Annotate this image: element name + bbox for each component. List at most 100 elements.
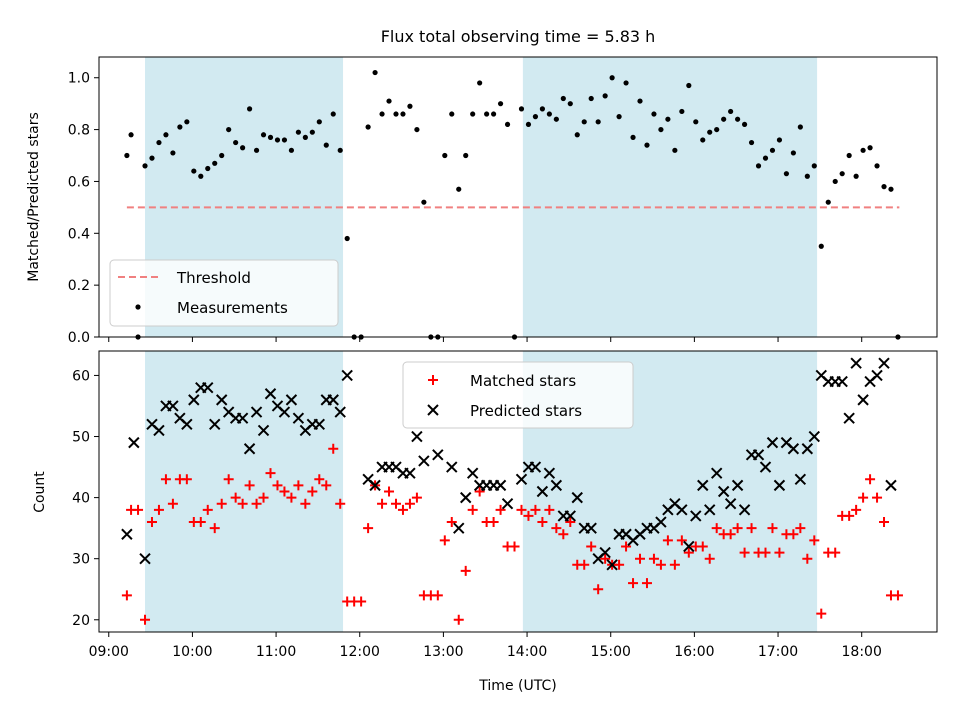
matched-star-point [153, 504, 164, 515]
measurement-point [839, 171, 845, 177]
predicted-star-point [209, 418, 221, 431]
measurement-point [456, 186, 462, 192]
matched-star-point [446, 517, 457, 528]
matched-star-point [676, 535, 687, 546]
measurement-point [644, 142, 650, 148]
predicted-star-point [327, 394, 339, 406]
matched-star-point [384, 486, 395, 497]
measurement-point [832, 178, 838, 185]
measurement-point [532, 114, 539, 120]
measurement-point [124, 152, 130, 159]
matched-star-point [377, 498, 388, 509]
matched-star-point [223, 474, 234, 485]
matched-star-point [251, 498, 262, 509]
predicted-star-point [836, 375, 848, 388]
predicted-star-point [704, 504, 716, 516]
matched-star-point [614, 559, 625, 570]
measurement-point [246, 106, 253, 112]
measurement-point [274, 137, 281, 143]
measurement-point [783, 171, 790, 177]
x-tick-label: 13:00 [423, 644, 463, 660]
matched-star-point [272, 480, 283, 491]
measurement-point [288, 147, 295, 153]
measurement-point [825, 199, 831, 205]
measurement-point [602, 93, 608, 99]
matched-star-point [732, 523, 743, 534]
measurement-point [407, 103, 413, 109]
y-tick-label: 1.0 [68, 71, 90, 87]
measurement-point [128, 132, 134, 138]
y-tick-label: 0.8 [68, 123, 90, 139]
measurement-point [539, 106, 546, 112]
y-tick-label: 0.6 [68, 174, 90, 190]
matched-star-point [655, 559, 666, 570]
measurement-point [393, 111, 399, 117]
legend-predicted-swatch [427, 404, 439, 416]
matched-star-point [432, 590, 443, 601]
measurement-point [651, 111, 657, 117]
measurement-point [156, 139, 162, 146]
predicted-star-point [404, 467, 416, 479]
measurement-point [449, 111, 455, 117]
measurement-point [874, 163, 880, 169]
measurement-point [790, 150, 796, 156]
matched-star-point [892, 590, 903, 601]
measurement-point [811, 163, 817, 169]
matched-star-point [697, 541, 708, 552]
measurement-point [344, 235, 350, 242]
measurement-point [609, 75, 615, 81]
measurement-point [323, 142, 329, 148]
measurement-point [484, 111, 490, 117]
predicted-star-point [871, 369, 883, 382]
predicted-star-point [787, 443, 800, 455]
measurement-point [860, 147, 866, 153]
measurement-point [595, 119, 601, 125]
x-tick-label: 15:00 [591, 644, 631, 660]
measurement-point [853, 173, 859, 179]
legend-box [109, 259, 339, 327]
predicted-star-point [153, 424, 165, 437]
matched-star-point [160, 474, 171, 485]
predicted-star-point [334, 406, 346, 418]
predicted-star-point [515, 473, 528, 485]
predicted-star-point [453, 522, 465, 534]
measurement-point [233, 139, 239, 146]
predicted-star-point [550, 479, 563, 492]
matched-star-point [390, 498, 401, 509]
matched-star-point [439, 535, 450, 546]
matched-star-point [195, 517, 206, 528]
measurement-point [818, 243, 824, 249]
matched-star-point [586, 541, 597, 552]
measurement-point [776, 137, 783, 143]
x-tick-label: 10:00 [172, 644, 212, 660]
predicted-star-point [278, 406, 291, 418]
predicted-star-point [710, 467, 723, 479]
matched-star-point [865, 474, 876, 485]
measurement-point [588, 95, 594, 102]
x-tick-label: 18:00 [842, 644, 882, 660]
predicted-star-point [752, 449, 765, 461]
matched-star-point [460, 565, 471, 576]
x-tick-label: 14:00 [507, 644, 547, 660]
legend-matched-label: Matched stars [470, 372, 576, 390]
legend-threshold-label: Threshold [176, 269, 251, 287]
predicted-star-point [121, 528, 133, 540]
predicted-star-point [731, 479, 744, 492]
matched-star-point [121, 590, 132, 601]
predicted-star-point [697, 479, 709, 492]
predicted-star-point [128, 436, 140, 449]
x-tick-label: 16:00 [674, 644, 714, 660]
predicted-star-point [564, 510, 576, 522]
matched-star-point [558, 529, 569, 540]
x-tick-label: 17:00 [758, 644, 798, 660]
matched-star-point [474, 486, 485, 497]
matched-star-point [593, 584, 604, 595]
predicted-star-point [139, 552, 151, 565]
measurement-point [337, 147, 343, 153]
predicted-star-point [250, 406, 263, 418]
matched-star-point [579, 559, 590, 570]
matched-star-point [467, 504, 478, 515]
predicted-star-point [543, 467, 556, 479]
x-tick-label: 09:00 [89, 644, 129, 660]
predicted-star-point [808, 430, 821, 443]
